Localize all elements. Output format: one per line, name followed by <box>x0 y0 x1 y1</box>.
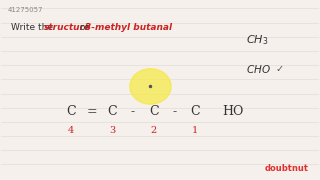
Text: $CH_3$: $CH_3$ <box>246 33 268 47</box>
Text: 41275057: 41275057 <box>8 7 43 13</box>
Text: C: C <box>108 105 117 118</box>
Text: structure: structure <box>44 23 91 32</box>
Text: Write the: Write the <box>11 23 56 32</box>
Text: -: - <box>172 105 176 118</box>
Text: -: - <box>131 105 135 118</box>
Text: 3-methyl butanal: 3-methyl butanal <box>85 23 172 32</box>
Text: C: C <box>149 105 158 118</box>
Text: doubtnut: doubtnut <box>265 164 309 173</box>
Ellipse shape <box>130 69 171 104</box>
Text: $CHO$: $CHO$ <box>246 63 270 75</box>
Text: 3: 3 <box>109 126 116 135</box>
Text: of: of <box>76 23 91 32</box>
Text: =: = <box>86 105 97 118</box>
Text: C: C <box>66 105 76 118</box>
Text: 2: 2 <box>150 126 157 135</box>
Text: ✓: ✓ <box>276 64 284 74</box>
Text: HO: HO <box>222 105 243 118</box>
Text: 4: 4 <box>68 126 74 135</box>
Text: C: C <box>190 105 200 118</box>
Text: 1: 1 <box>192 126 198 135</box>
Text: .: . <box>160 23 163 32</box>
